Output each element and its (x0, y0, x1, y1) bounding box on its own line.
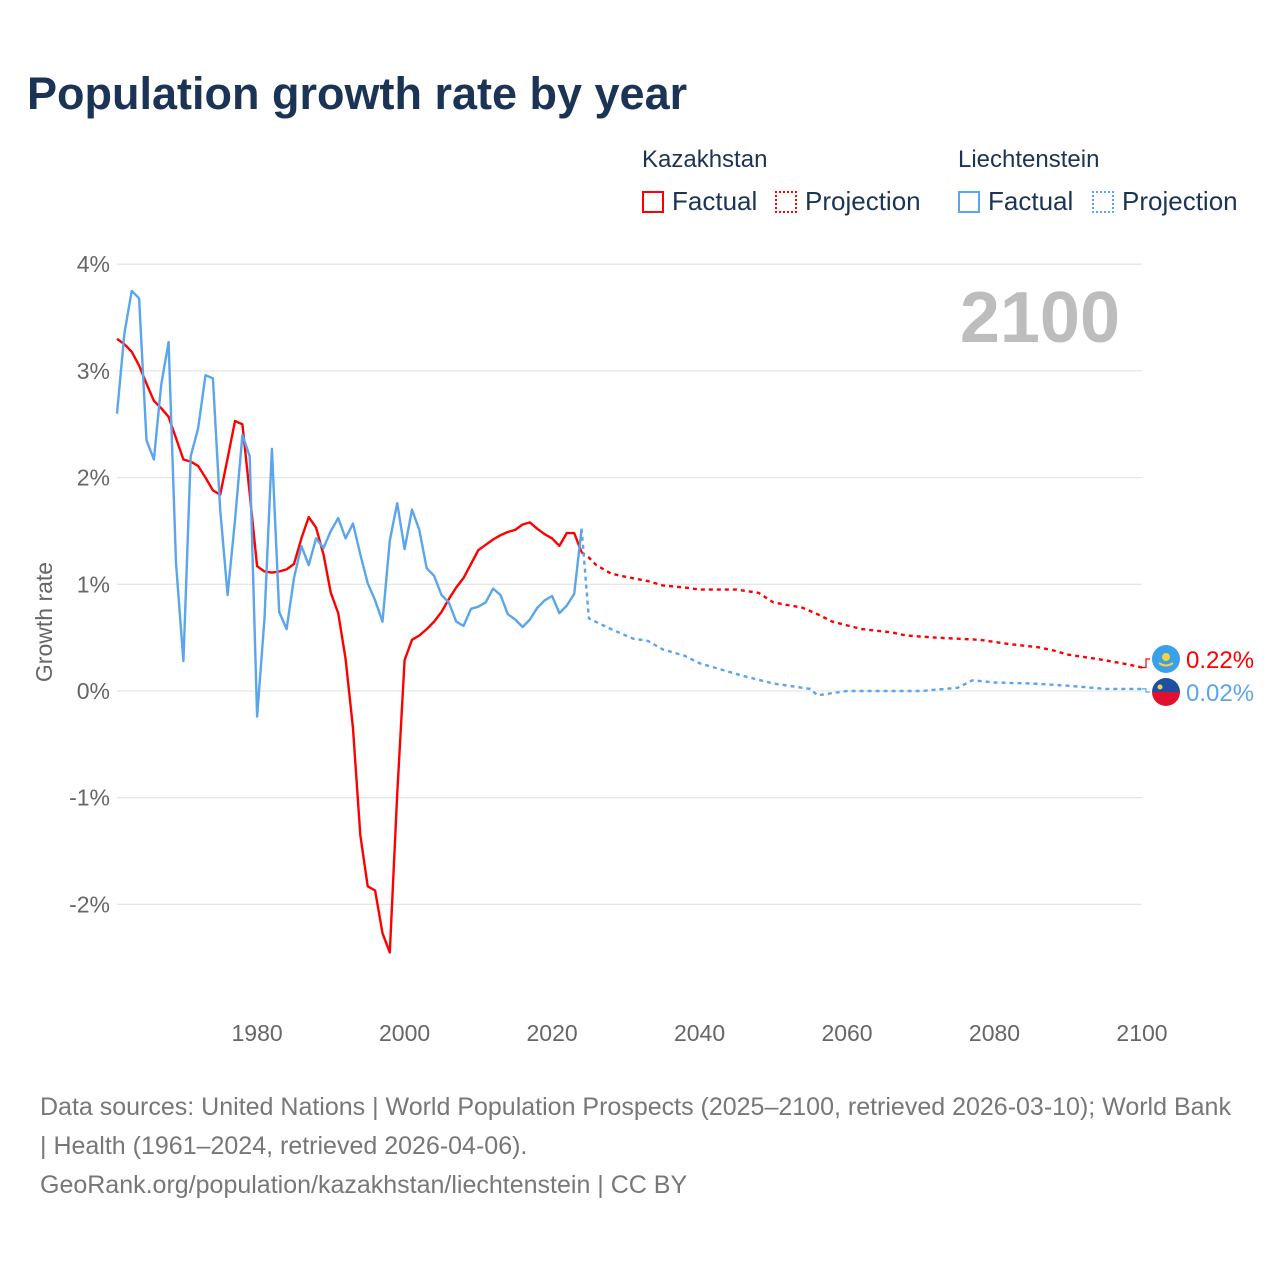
x-tick-label: 2000 (379, 1020, 430, 1046)
y-tick-label: 3% (77, 358, 110, 384)
x-tick-label: 1980 (232, 1020, 283, 1046)
x-tick-label: 2020 (526, 1020, 577, 1046)
x-tick-label: 2040 (674, 1020, 725, 1046)
solid-swatch-icon (958, 190, 980, 213)
legend-kazakhstan-heading: Kazakhstan (642, 146, 768, 173)
credit-link[interactable]: GeoRank.org/population/kazakhstan/liecht… (40, 1171, 688, 1199)
y-axis-label: Growth rate (31, 562, 57, 682)
legend-kazakhstan-factual[interactable]: Factual (642, 186, 757, 217)
x-tick-label: 2100 (1116, 1020, 1167, 1046)
dotted-swatch-icon (775, 190, 797, 213)
kazakhstan-end-value: 0.22% (1186, 647, 1254, 674)
kazakhstan-factual-line (116, 337, 583, 954)
y-tick-label: 4% (77, 251, 110, 277)
legend-label: Projection (1122, 186, 1238, 216)
legend-liechtenstein-factual[interactable]: Factual (958, 186, 1073, 217)
y-tick-label: 0% (77, 678, 110, 704)
legend-kazakhstan-projection[interactable]: Projection (775, 186, 921, 217)
legend-liechtenstein-heading: Liechtenstein (958, 146, 1100, 173)
liechtenstein-projection-line (580, 528, 1142, 697)
data-sources: Data sources: United Nations | World Pop… (40, 1093, 1231, 1160)
kazakhstan-flag-icon (1152, 645, 1180, 673)
liechtenstein-flag-icon (1152, 678, 1180, 706)
liechtenstein-factual-line (115, 289, 583, 718)
liechtenstein-end-value: 0.02% (1186, 680, 1254, 707)
end-connector (1142, 658, 1150, 669)
dotted-swatch-icon (1092, 190, 1114, 213)
chart-title: Population growth rate by year (27, 68, 688, 119)
x-tick-label: 2060 (821, 1020, 872, 1046)
y-tick-label: 1% (77, 571, 110, 597)
y-tick-label: 2% (77, 465, 110, 491)
legend-label: Projection (805, 186, 921, 216)
year-label: 2100 (960, 278, 1120, 358)
end-connector (1142, 688, 1150, 693)
solid-swatch-icon (642, 190, 664, 213)
kazakhstan-projection-line (580, 551, 1143, 669)
y-tick-label: -1% (69, 785, 110, 811)
legend-label: Factual (988, 186, 1074, 216)
x-tick-label: 2080 (969, 1020, 1020, 1046)
y-tick-label: -2% (69, 891, 110, 917)
legend-label: Factual (672, 186, 758, 216)
legend-liechtenstein-projection[interactable]: Projection (1092, 186, 1238, 217)
footer: Data sources: United Nations | World Pop… (40, 1088, 1240, 1205)
